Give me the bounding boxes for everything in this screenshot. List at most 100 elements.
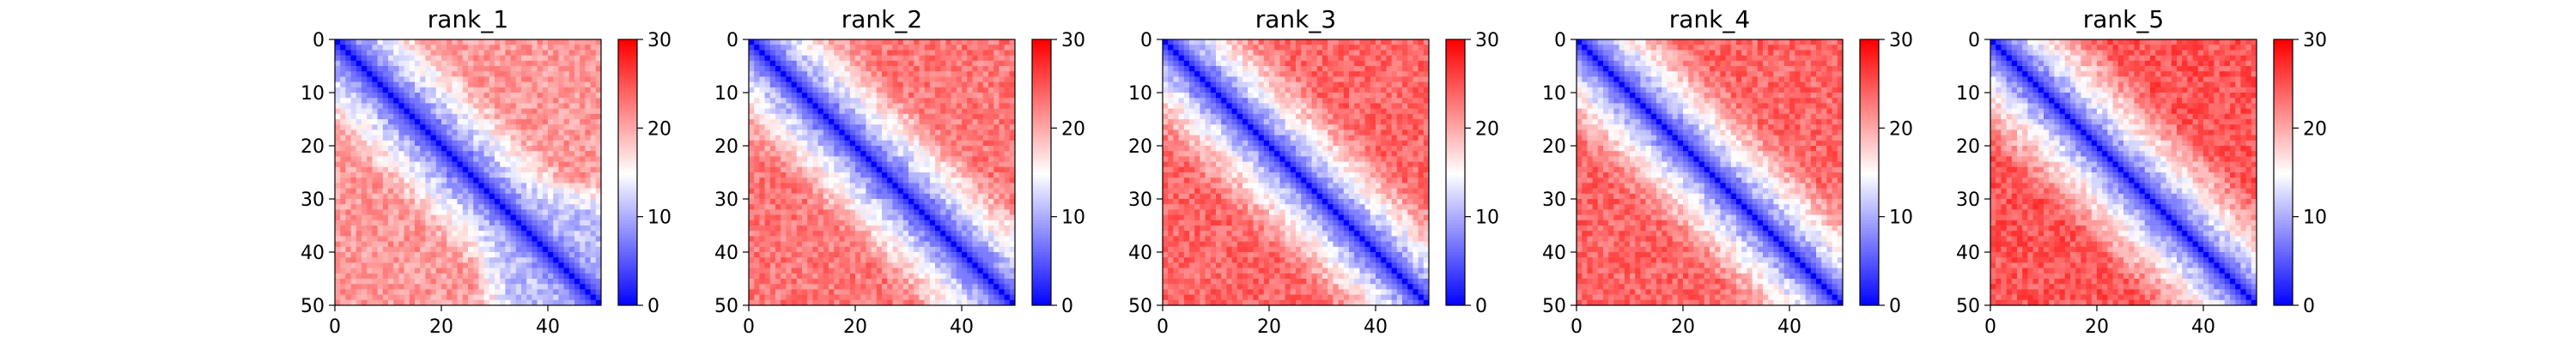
heatmap-cell [823, 252, 829, 258]
heatmap-cell [935, 214, 941, 221]
heatmap-cell [908, 39, 914, 45]
heatmap-cell [977, 220, 984, 226]
heatmap-cell [441, 236, 447, 242]
heatmap-cell [993, 268, 999, 274]
heatmap-cell [500, 257, 506, 263]
heatmap-cell [505, 273, 511, 280]
heatmap-cell [988, 76, 994, 82]
heatmap-cell [935, 76, 941, 82]
heatmap-cell [914, 108, 920, 115]
heatmap-cell [834, 199, 840, 205]
heatmap-cell [817, 178, 824, 184]
heatmap-cell [526, 108, 532, 115]
heatmap-cell [781, 252, 787, 258]
heatmap-cell [483, 299, 490, 306]
heatmap-cell [919, 214, 925, 221]
heatmap-cell [993, 39, 999, 45]
heatmap-cell [515, 124, 522, 130]
heatmap-cell [871, 246, 878, 253]
heatmap-cell [367, 166, 373, 173]
heatmap-cell [935, 199, 941, 205]
heatmap-cell [929, 146, 936, 152]
heatmap-cell [409, 231, 416, 237]
colorbar-segment [618, 42, 637, 45]
heatmap-cell [483, 183, 490, 189]
heatmap-cell [409, 284, 416, 290]
heatmap-cell [764, 178, 771, 184]
heatmap-cell [924, 193, 931, 200]
heatmap-cell [769, 55, 776, 62]
heatmap-cell [558, 209, 564, 215]
heatmap-cell [817, 199, 824, 205]
heatmap-cell [574, 188, 580, 195]
heatmap-cell [345, 71, 351, 77]
heatmap-cell [355, 279, 362, 285]
heatmap-cell [802, 166, 808, 173]
heatmap-cell [382, 246, 389, 253]
heatmap-cell [791, 231, 798, 237]
heatmap-cell [764, 246, 771, 253]
heatmap-cell [945, 226, 951, 232]
heatmap-cell [882, 45, 888, 51]
heatmap-cell [807, 166, 813, 173]
heatmap-cell [393, 71, 399, 77]
heatmap-cell [510, 161, 517, 168]
heatmap-cell [457, 55, 464, 62]
heatmap-cell [749, 209, 755, 215]
heatmap-cell [817, 279, 824, 285]
heatmap-cell [775, 226, 781, 232]
heatmap-cell [430, 284, 437, 290]
heatmap-cell [993, 246, 999, 253]
heatmap-cell [786, 246, 792, 253]
heatmap-cell [515, 172, 522, 178]
heatmap-cell [441, 166, 447, 173]
heatmap-cell [585, 93, 591, 99]
heatmap-cell [829, 273, 835, 280]
heatmap-cell [866, 268, 872, 274]
heatmap-cell [775, 71, 781, 77]
heatmap-cell [791, 129, 798, 135]
heatmap-cell [924, 231, 931, 237]
heatmap-cell [558, 98, 564, 104]
heatmap-cell [993, 55, 999, 62]
heatmap-cell [812, 151, 818, 157]
heatmap-cell [855, 199, 861, 205]
heatmap-cell [435, 103, 442, 109]
heatmap-cell [993, 262, 999, 268]
heatmap-cell [919, 226, 925, 232]
heatmap-cell [505, 135, 511, 141]
heatmap-cell [988, 45, 994, 51]
heatmap-cell [515, 226, 522, 232]
heatmap-cell [452, 93, 458, 99]
heatmap-cell [887, 93, 893, 99]
heatmap-cell [764, 220, 771, 226]
heatmap-cell [775, 108, 781, 115]
heatmap-cell [769, 71, 776, 77]
heatmap-cell [505, 98, 511, 104]
heatmap-cell [882, 66, 888, 72]
heatmap-cell [882, 273, 888, 280]
heatmap-cell [834, 45, 840, 51]
heatmap-cell [585, 39, 591, 45]
heatmap-cell [420, 209, 426, 215]
colorbar-segment [618, 95, 637, 99]
heatmap-cell [515, 81, 522, 88]
heatmap-cell [882, 166, 888, 173]
heatmap-cell [537, 146, 544, 152]
heatmap-cell [823, 39, 829, 45]
heatmap-cell [956, 124, 963, 130]
heatmap-cell [489, 241, 495, 248]
heatmap-cell [489, 166, 495, 173]
heatmap-cell [982, 188, 989, 195]
heatmap-cell [415, 140, 421, 147]
heatmap-cell [786, 231, 792, 237]
heatmap-cell [919, 204, 925, 210]
heatmap-cell [483, 140, 490, 147]
heatmap-cell [409, 279, 416, 285]
heatmap-cell [558, 146, 564, 152]
heatmap-cell [956, 188, 963, 195]
heatmap-cell [781, 284, 787, 290]
heatmap-cell [590, 129, 597, 135]
heatmap-cell [940, 257, 946, 263]
